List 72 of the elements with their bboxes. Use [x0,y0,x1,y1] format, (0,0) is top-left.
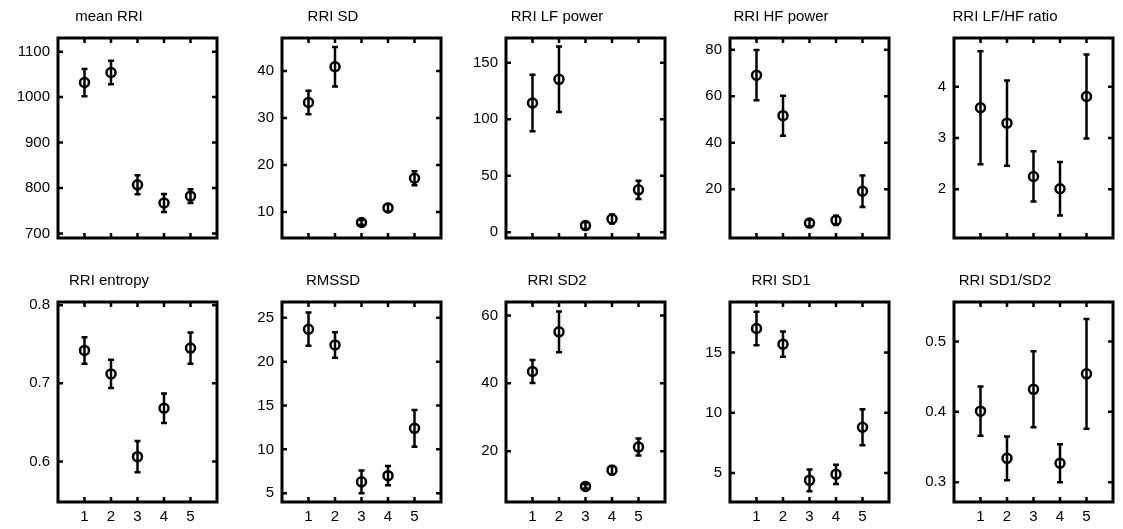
x-tick-label: 2 [1002,507,1012,525]
y-tick-label: 20 [257,351,274,369]
chart-title: RRI SD [307,7,359,25]
y-tick-label: 1000 [16,87,50,105]
y-tick-label: 40 [705,132,722,150]
x-tick-label: 3 [133,507,142,525]
y-tick-label: 3 [937,128,946,146]
y-tick-label: 10 [705,402,722,420]
y-tick-label: 5 [265,483,274,501]
y-tick-label: 4 [937,76,946,94]
y-tick-label: 10 [257,439,274,457]
y-tick-label: 30 [257,108,274,126]
y-tick-label: 10 [257,202,274,220]
x-tick-label: 1 [976,507,985,525]
chart-title: RRI LF/HF ratio [952,7,1058,25]
y-tick-label: 5 [713,463,722,481]
y-tick-label: 20 [481,441,498,459]
y-tick-label: 100 [472,109,498,127]
x-tick-label: 2 [330,507,340,525]
x-tick-label: 2 [778,507,788,525]
x-tick-label: 2 [106,507,116,525]
y-tick-label: 15 [705,342,722,360]
y-tick-label: 25 [257,307,274,325]
x-tick-label: 4 [607,507,617,525]
y-tick-label: 50 [481,165,498,183]
y-tick-label: 20 [705,179,722,197]
y-tick-label: 900 [24,132,50,150]
y-tick-label: 0.8 [29,295,50,313]
y-tick-label: 80 [705,39,722,57]
x-tick-label: 5 [410,507,419,525]
y-tick-label: 800 [24,178,50,196]
x-tick-label: 3 [357,507,366,525]
x-tick-label: 4 [383,507,393,525]
x-tick-label: 4 [1055,507,1065,525]
y-tick-label: 0 [489,222,498,240]
x-tick-label: 1 [80,507,89,525]
y-tick-label: 40 [481,373,498,391]
chart-title: RRI SD1/SD2 [958,271,1052,289]
chart-title: mean RRI [75,7,143,25]
chart-title: RRI SD2 [527,271,587,289]
x-tick-label: 5 [186,507,195,525]
y-tick-label: 0.7 [29,373,50,391]
y-tick-label: 15 [257,395,274,413]
y-tick-label: 150 [472,53,498,70]
y-tick-label: 1100 [17,41,50,59]
x-tick-label: 1 [528,507,537,525]
y-tick-label: 0.4 [925,402,946,419]
chart-title: RRI entropy [68,271,150,289]
y-tick-label: 60 [705,86,722,104]
x-tick-label: 1 [752,507,761,525]
chart-title: RMSSD [305,271,361,289]
x-tick-label: 4 [159,507,169,525]
x-tick-label: 5 [1082,507,1091,525]
x-tick-label: 1 [304,507,313,525]
x-tick-label: 3 [581,507,590,525]
y-tick-label: 700 [24,223,50,241]
x-tick-label: 5 [634,507,643,525]
y-tick-label: 0.5 [925,331,946,349]
y-tick-label: 20 [257,155,274,173]
x-tick-label: 3 [805,507,814,525]
chart-title: RRI SD1 [751,271,811,289]
x-tick-label: 5 [858,507,867,525]
y-tick-label: 0.6 [29,451,50,469]
y-tick-label: 40 [257,61,274,79]
x-tick-label: 3 [1029,507,1038,525]
y-tick-label: 60 [481,305,498,323]
y-tick-label: 0.3 [925,472,946,490]
chart-title: RRI LF power [510,7,604,25]
x-tick-label: 2 [554,507,564,525]
y-tick-label: 2 [937,179,946,197]
chart-title: RRI HF power [733,7,829,25]
x-tick-label: 4 [831,507,841,525]
